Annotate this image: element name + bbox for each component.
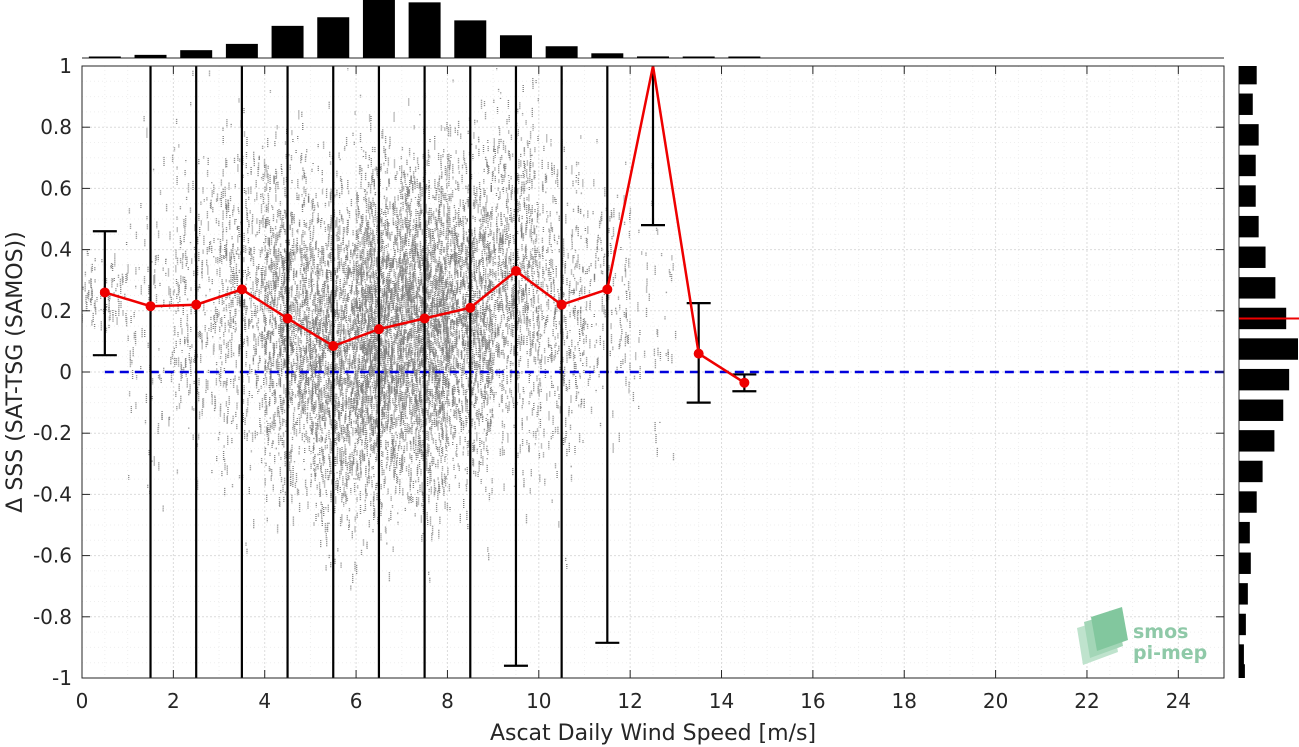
top-histogram-bar bbox=[88, 56, 121, 58]
mean-point bbox=[99, 287, 110, 298]
right-histogram-bar bbox=[1239, 154, 1256, 177]
top-histogram-bar bbox=[134, 54, 167, 58]
x-tick-label: 22 bbox=[1074, 689, 1099, 713]
right-histogram-bar bbox=[1239, 338, 1298, 360]
x-tick-label: 14 bbox=[709, 689, 734, 713]
x-tick-label: 16 bbox=[800, 689, 825, 713]
right-histogram-bar bbox=[1239, 399, 1284, 421]
right-histogram-bar bbox=[1239, 246, 1266, 268]
x-tick-label: 20 bbox=[983, 689, 1008, 713]
x-axis-ticks: 0 2 4 6 8 10 12 14 16 18 20 22 24 bbox=[76, 66, 1191, 713]
top-histogram-bar bbox=[591, 53, 624, 58]
x-tick-label: 2 bbox=[167, 689, 180, 713]
x-tick-label: 24 bbox=[1166, 689, 1191, 713]
top-histogram-bar bbox=[454, 20, 487, 58]
right-histogram-bar bbox=[1239, 460, 1263, 483]
y-tick-label: 0.2 bbox=[40, 299, 72, 323]
right-histogram-bar bbox=[1239, 552, 1251, 574]
mean-point bbox=[191, 299, 202, 310]
mean-points bbox=[99, 266, 750, 388]
top-histogram-bar bbox=[362, 0, 395, 58]
top-histogram-bar bbox=[180, 50, 213, 58]
y-tick-label: 0.6 bbox=[40, 176, 72, 200]
right-histogram-bar bbox=[1239, 521, 1250, 544]
logo-text-pi-mep: pi-mep bbox=[1133, 642, 1207, 664]
mean-point bbox=[602, 284, 613, 295]
top-histogram-bar bbox=[728, 56, 761, 58]
mean-point bbox=[328, 340, 339, 351]
scatter-points bbox=[81, 68, 677, 591]
x-tick-label: 6 bbox=[350, 689, 363, 713]
y-tick-label: 0 bbox=[59, 360, 72, 384]
top-histogram-bar bbox=[408, 2, 441, 58]
top-histogram bbox=[82, 0, 1224, 59]
mean-point bbox=[465, 302, 476, 313]
mean-point bbox=[373, 324, 384, 335]
y-axis-ticks: -1 -0.8 -0.6 -0.4 -0.2 0 0.2 0.4 0.6 0.8 1 bbox=[33, 54, 1224, 690]
right-histogram-bar bbox=[1239, 215, 1259, 238]
logo-mark-front bbox=[1091, 607, 1128, 651]
top-histogram-bar bbox=[682, 56, 715, 58]
mean-point bbox=[419, 313, 430, 324]
right-histogram-bar bbox=[1239, 277, 1276, 299]
y-axis-title: Δ SSS (SAT-TSG (SAMOS)) bbox=[3, 231, 28, 512]
right-histogram-bar bbox=[1239, 613, 1246, 636]
y-tick-label: 1 bbox=[59, 54, 72, 78]
logo-text-smos: smos bbox=[1133, 621, 1188, 643]
y-tick-label: -0.6 bbox=[33, 544, 72, 568]
y-tick-label: 0.8 bbox=[40, 115, 72, 139]
mean-point bbox=[739, 377, 750, 388]
x-tick-label: 4 bbox=[258, 689, 271, 713]
mean-point bbox=[693, 348, 704, 359]
top-histogram-bar bbox=[225, 43, 258, 58]
x-axis-title: Ascat Daily Wind Speed [m/s] bbox=[490, 721, 816, 746]
mean-point bbox=[236, 284, 247, 295]
x-tick-label: 8 bbox=[441, 689, 454, 713]
y-tick-label: 0.4 bbox=[40, 238, 72, 262]
x-tick-label: 0 bbox=[76, 689, 89, 713]
x-tick-label: 18 bbox=[892, 689, 917, 713]
right-histogram-bar bbox=[1239, 664, 1245, 678]
y-tick-label: -0.2 bbox=[33, 421, 72, 445]
right-histogram-bar bbox=[1239, 124, 1259, 146]
y-tick-label: -0.8 bbox=[33, 605, 72, 629]
right-histogram-bar bbox=[1239, 93, 1253, 115]
mean-point bbox=[145, 301, 156, 312]
y-tick-label: -1 bbox=[52, 666, 72, 690]
scatter-strokes bbox=[81, 68, 677, 591]
right-histogram-bar bbox=[1239, 583, 1248, 605]
smos-pi-mep-logo: smos pi-mep bbox=[1077, 607, 1207, 665]
right-histogram-bar bbox=[1239, 66, 1257, 85]
top-histogram-bar bbox=[545, 46, 578, 58]
error-bars bbox=[92, 66, 757, 678]
right-histogram-bar bbox=[1239, 185, 1256, 207]
top-histogram-bar bbox=[317, 17, 350, 59]
x-tick-label: 12 bbox=[617, 689, 642, 713]
mean-point bbox=[510, 266, 521, 277]
right-histogram-bar bbox=[1239, 644, 1244, 666]
right-histogram-bar bbox=[1239, 368, 1290, 391]
right-histogram bbox=[1238, 66, 1299, 678]
top-histogram-bar bbox=[637, 56, 669, 58]
right-histogram-bar bbox=[1239, 491, 1257, 513]
right-histogram-bar bbox=[1239, 430, 1275, 452]
mean-point bbox=[556, 299, 567, 310]
mean-point bbox=[282, 313, 293, 324]
y-tick-label: -0.4 bbox=[33, 482, 72, 506]
x-tick-label: 10 bbox=[526, 689, 551, 713]
top-histogram-bar bbox=[499, 35, 532, 58]
top-histogram-bar bbox=[271, 25, 304, 58]
